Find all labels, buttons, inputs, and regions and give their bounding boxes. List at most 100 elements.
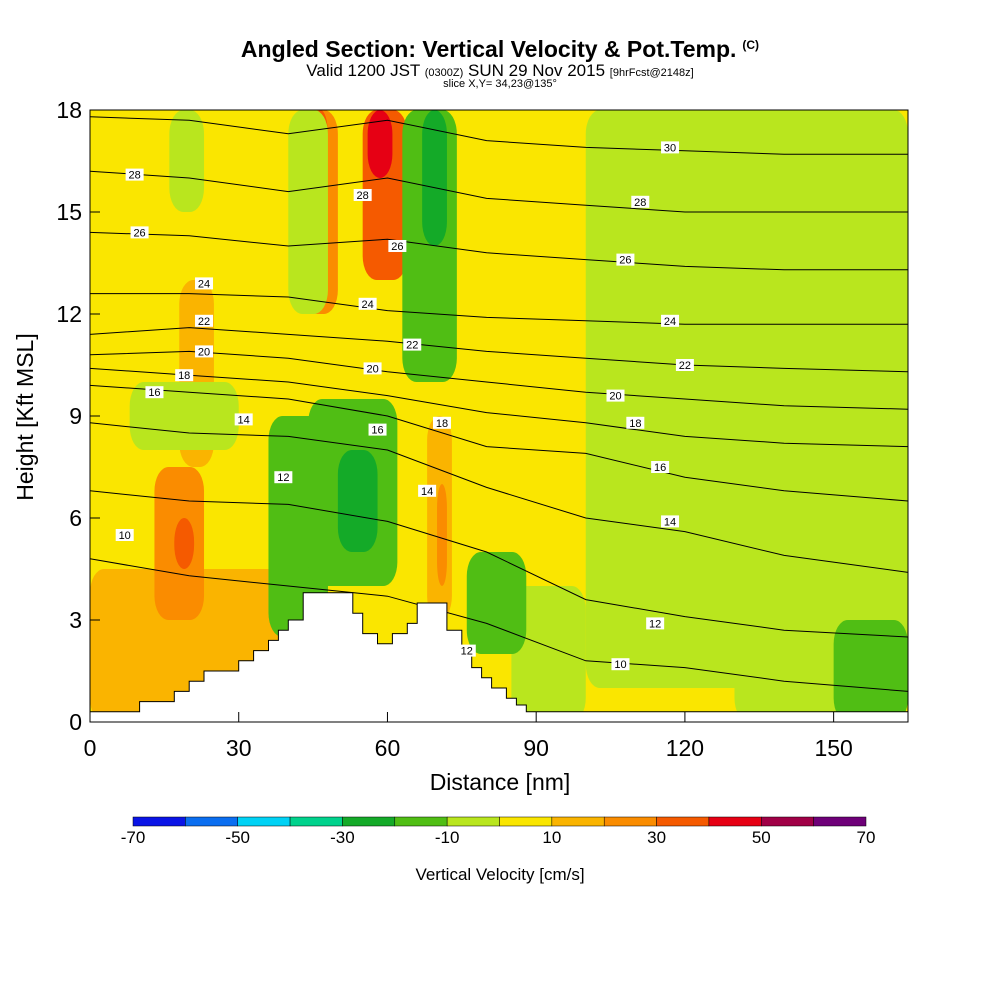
isentrope-label-text: 14 (421, 486, 433, 498)
colorbar-swatch (394, 816, 448, 827)
colorbar-swatch (132, 816, 186, 827)
isentrope-10 (90, 558, 908, 692)
y-tick-label: 6 (69, 505, 82, 531)
isentrope-label: 12 (457, 644, 476, 658)
isentrope-label-text: 20 (609, 391, 621, 403)
colorbar-tick-label: 50 (752, 828, 771, 847)
y-tick-label: 12 (56, 301, 82, 327)
isentrope-label: 22 (675, 359, 694, 372)
isentrope-label-bg (661, 314, 680, 327)
isentrope-label-bg (432, 416, 451, 429)
isentrope-label: 18 (432, 416, 451, 430)
colorbar-label: Vertical Velocity [cm/s] (415, 865, 584, 884)
colorbar-swatch (289, 816, 343, 827)
velocity-cell (466, 552, 527, 654)
isentrope-18 (90, 367, 908, 448)
velocity-cell (337, 450, 378, 552)
isentrope-label-text: 18 (436, 418, 448, 430)
isentrope-label-text: 22 (679, 360, 691, 372)
slice-label: slice X,Y= 34,23@135° (443, 78, 557, 90)
colorbar-tick-label: -70 (121, 828, 146, 847)
x-tick-label: 120 (666, 735, 704, 761)
y-axis: 0 3 6 9 12 15 18 (56, 97, 100, 735)
isentrope-label-text: 12 (461, 646, 473, 658)
isentrope-label-text: 14 (238, 414, 250, 426)
x-tick-label: 150 (814, 735, 852, 761)
y-tick-label: 0 (69, 709, 82, 735)
isentrope-label: 18 (175, 369, 194, 382)
colorbar-tick-label: -10 (435, 828, 460, 847)
isentrope-label-text: 24 (361, 299, 373, 311)
isentrope-label-text: 28 (128, 170, 140, 182)
colorbar-tick-label: 30 (647, 828, 666, 847)
isentrope-label: 24 (195, 277, 214, 290)
isentrope-label: 28 (353, 189, 372, 202)
isentrope-label-bg (403, 338, 422, 351)
colorbar-swatch (603, 816, 657, 827)
isentrope-label-bg (626, 416, 645, 429)
isentrope-contours (90, 116, 908, 692)
isentrope-label: 20 (606, 389, 625, 403)
isentrope-label-text: 26 (619, 255, 631, 267)
velocity-cell (437, 484, 447, 586)
isentrope-label: 12 (646, 617, 665, 630)
velocity-cell (422, 110, 447, 246)
isentrope-label-bg (195, 277, 214, 290)
velocity-cell (511, 586, 586, 722)
isentrope-label-text: 20 (198, 346, 210, 358)
velocity-cell (129, 382, 239, 450)
isentrope-label-bg (234, 413, 253, 426)
isentrope-label: 22 (195, 314, 214, 328)
isentrope-label-text: 30 (664, 142, 676, 154)
isentrope-label: 14 (418, 484, 437, 498)
isentrope-label-bg (195, 314, 214, 327)
isentrope-label: 10 (115, 529, 134, 542)
colorbar-swatch (185, 816, 238, 827)
isentrope-label: 16 (368, 423, 387, 437)
colorbar-swatch (342, 816, 396, 827)
isentrope-12 (90, 490, 908, 638)
velocity-cell (833, 620, 908, 722)
colorbar-tick-label: 10 (542, 828, 561, 847)
isentrope-label-bg (457, 644, 476, 657)
isentrope-label: 10 (611, 658, 630, 671)
colorbar-swatch (708, 816, 762, 827)
isentrope-label: 18 (626, 416, 645, 430)
isentrope-label: 24 (358, 297, 377, 311)
y-tick-label: 3 (69, 607, 82, 633)
colorbar-tick-label: -50 (225, 828, 250, 847)
isentrope-label-bg (145, 386, 164, 399)
isentrope-labels: 10 10 12 12 12 14 14 14 16 16 16 18 18 18 20 20 20 22 22 22… (115, 141, 694, 671)
isentrope-label: 26 (616, 253, 635, 267)
isentrope-label-bg (651, 461, 670, 473)
terrain-profile (89, 592, 909, 723)
colorbar-swatch (656, 816, 710, 827)
colorbar-swatch (551, 816, 605, 827)
isentrope-label: 28 (631, 195, 650, 209)
isentrope-label-bg (175, 369, 194, 382)
chart-title: Angled Section: Vertical Velocity & Pot.… (240, 36, 760, 62)
isentrope-20 (90, 350, 908, 410)
isentrope-label: 14 (661, 515, 680, 528)
isentrope-label-text: 14 (664, 516, 676, 528)
y-tick-label: 18 (56, 97, 82, 123)
chart-subtitle: Valid 1200 JST (0300Z) SUN 29 Nov 2015 [… (306, 61, 694, 80)
isentrope-label-bg (363, 362, 382, 375)
x-axis: 0 30 60 90 120 150 (84, 712, 853, 761)
colorbar-swatch (499, 816, 553, 827)
isentrope-label-text: 28 (357, 190, 369, 202)
isentrope-16 (90, 384, 908, 502)
x-tick-label: 60 (375, 735, 401, 761)
isentrope-label-bg (125, 168, 144, 181)
isentrope-label: 14 (234, 413, 253, 426)
isentrope-label: 16 (651, 461, 670, 474)
isentrope-label-bg (358, 297, 377, 310)
isentrope-label-text: 20 (366, 363, 378, 375)
isentrope-label-bg (611, 658, 630, 671)
isentrope-label-text: 16 (371, 425, 383, 437)
isentrope-label-bg (115, 529, 134, 541)
isentrope-label-text: 18 (178, 370, 190, 382)
isentrope-label-text: 12 (277, 472, 289, 484)
isentrope-label: 12 (274, 471, 293, 484)
isentrope-label: 16 (145, 386, 164, 399)
